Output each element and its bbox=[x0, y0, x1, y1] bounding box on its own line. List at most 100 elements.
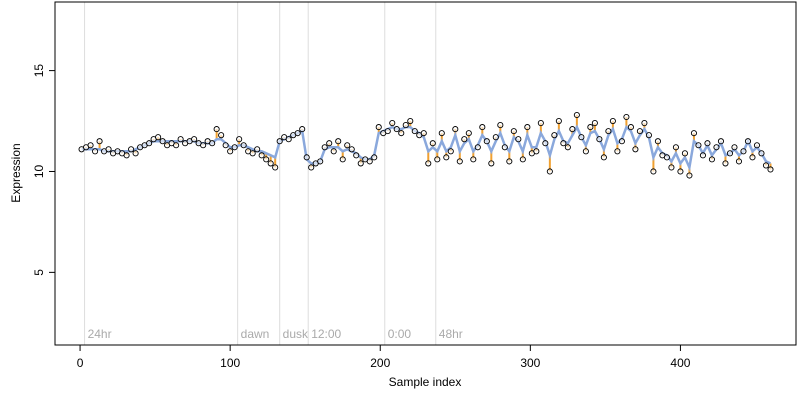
point bbox=[668, 164, 675, 171]
point bbox=[263, 156, 270, 163]
point bbox=[641, 120, 648, 127]
marker-label: 0:00 bbox=[388, 327, 412, 341]
point bbox=[317, 158, 324, 165]
point bbox=[456, 158, 463, 165]
marker-label: dawn bbox=[241, 327, 270, 341]
point bbox=[627, 124, 634, 131]
point bbox=[506, 158, 513, 165]
point bbox=[344, 142, 351, 149]
point bbox=[519, 156, 526, 163]
point bbox=[371, 154, 378, 161]
point bbox=[402, 122, 409, 129]
point bbox=[393, 126, 400, 133]
plot-frame bbox=[54, 1, 797, 346]
point bbox=[411, 128, 418, 135]
point bbox=[497, 122, 504, 129]
point bbox=[227, 148, 234, 155]
x-axis-label: Sample index bbox=[389, 375, 462, 389]
point bbox=[596, 136, 603, 143]
point bbox=[681, 150, 688, 157]
point bbox=[735, 158, 743, 165]
point bbox=[632, 146, 639, 153]
point bbox=[515, 136, 522, 143]
point bbox=[272, 164, 279, 171]
marker-label: dusk bbox=[283, 327, 309, 341]
point bbox=[105, 146, 112, 153]
point bbox=[132, 150, 139, 157]
point bbox=[177, 136, 184, 143]
point bbox=[209, 140, 216, 147]
point bbox=[452, 126, 459, 133]
y-tick-label: 15 bbox=[32, 64, 46, 78]
point bbox=[623, 113, 630, 121]
point bbox=[479, 124, 486, 131]
point bbox=[767, 166, 774, 173]
point bbox=[704, 140, 711, 147]
point bbox=[308, 164, 315, 171]
point bbox=[542, 140, 549, 147]
point bbox=[434, 156, 441, 163]
point bbox=[353, 152, 360, 159]
marker-label: 12:00 bbox=[311, 327, 341, 341]
point bbox=[551, 132, 558, 139]
point bbox=[461, 136, 468, 143]
point bbox=[726, 150, 734, 157]
point bbox=[366, 158, 373, 165]
point bbox=[533, 148, 540, 155]
point bbox=[708, 156, 715, 163]
point bbox=[717, 138, 725, 145]
point bbox=[321, 144, 328, 151]
point bbox=[155, 134, 162, 141]
point bbox=[123, 152, 130, 159]
point bbox=[213, 126, 220, 133]
point bbox=[348, 146, 355, 153]
x-tick-label: 300 bbox=[520, 356, 540, 370]
point bbox=[501, 144, 508, 151]
point bbox=[564, 144, 571, 151]
x-tick-label: 100 bbox=[220, 356, 240, 370]
point bbox=[546, 168, 553, 175]
x-tick-label: 0 bbox=[77, 356, 84, 370]
point bbox=[699, 152, 706, 159]
point bbox=[749, 154, 756, 161]
point bbox=[636, 128, 643, 135]
point bbox=[425, 160, 432, 167]
point bbox=[303, 154, 310, 161]
y-axis-label: Expression bbox=[9, 143, 23, 202]
point bbox=[618, 138, 625, 145]
point bbox=[443, 154, 450, 161]
point bbox=[524, 124, 531, 131]
point bbox=[650, 168, 657, 175]
point bbox=[92, 148, 99, 155]
point bbox=[146, 140, 153, 147]
point bbox=[236, 136, 243, 143]
point bbox=[375, 124, 382, 131]
point bbox=[330, 148, 337, 155]
point bbox=[744, 138, 752, 145]
point bbox=[299, 126, 306, 133]
point bbox=[569, 126, 576, 133]
y-tick-label: 5 bbox=[32, 269, 46, 276]
point bbox=[420, 130, 427, 137]
point bbox=[407, 117, 414, 125]
point bbox=[159, 138, 166, 145]
point bbox=[173, 142, 180, 149]
point bbox=[389, 120, 396, 127]
point bbox=[492, 134, 499, 141]
point bbox=[438, 130, 445, 137]
point bbox=[537, 120, 544, 127]
point bbox=[645, 132, 652, 139]
point bbox=[335, 138, 342, 145]
point bbox=[285, 136, 292, 143]
point bbox=[713, 144, 720, 151]
point bbox=[654, 138, 661, 145]
point bbox=[398, 130, 405, 137]
point bbox=[672, 144, 679, 151]
point bbox=[762, 162, 770, 169]
point bbox=[555, 117, 562, 125]
point bbox=[96, 138, 103, 145]
point bbox=[722, 160, 729, 167]
point bbox=[663, 154, 670, 161]
point bbox=[240, 142, 247, 149]
